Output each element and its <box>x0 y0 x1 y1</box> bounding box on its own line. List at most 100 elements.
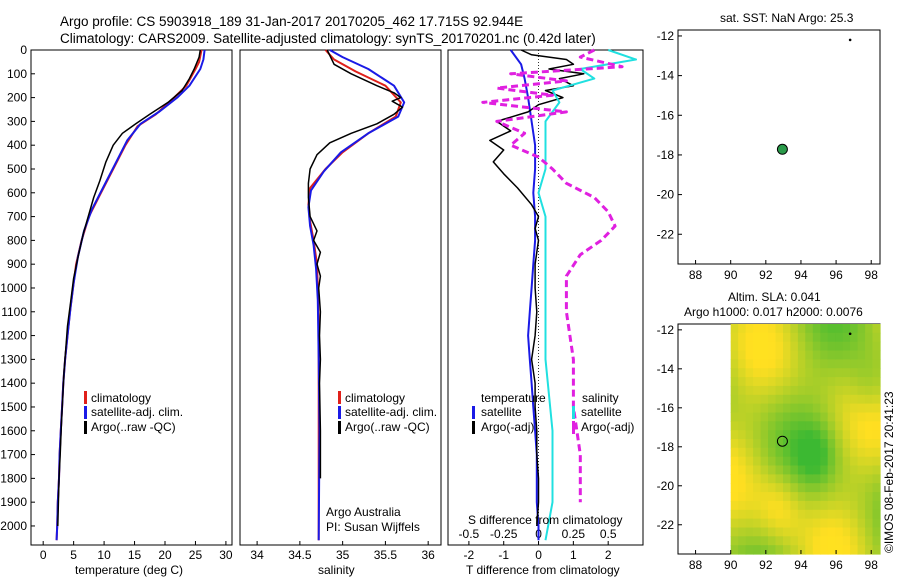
depth-tick-label: 900 <box>7 257 27 271</box>
map-y-tick-label: -16 <box>657 108 675 122</box>
sla-heat-cell <box>812 500 821 511</box>
sla-heat-cell <box>790 394 799 405</box>
map-y-tick-label: -18 <box>657 148 675 162</box>
temperature-tick-label: 10 <box>97 548 111 562</box>
sla-heat-cell <box>805 350 814 360</box>
sla-heat-cell <box>775 324 784 334</box>
sla-heat-cell <box>775 474 784 484</box>
sla-heat-cell <box>797 474 806 484</box>
temperature-tick-label: 5 <box>70 548 77 562</box>
sla-heat-cell <box>827 439 836 449</box>
difference-series-s-satellite <box>537 49 637 541</box>
temperature-series-argo-raw-qc- <box>57 49 202 527</box>
map-corner-dot <box>848 332 852 336</box>
sla-heat-cell <box>865 332 874 343</box>
map-y-tick-label: -22 <box>657 518 675 532</box>
sla-heat-cell <box>797 500 806 511</box>
sla-heat-cell <box>783 403 792 413</box>
sla-heat-cell <box>783 421 792 431</box>
sla-heat-cell <box>730 545 739 555</box>
sla-heat-cell <box>768 385 777 396</box>
temperature-tick-label: 30 <box>219 548 233 562</box>
sla-heat-cell <box>768 332 777 343</box>
sla-heatmap <box>730 324 881 555</box>
sla-heat-cell <box>805 412 814 422</box>
depth-tick-label: 1900 <box>0 495 27 509</box>
sla-heat-cell <box>753 332 762 343</box>
sla-heat-cell <box>842 394 851 405</box>
depth-tick-label: 1600 <box>0 424 27 438</box>
sla-heat-cell <box>872 412 881 422</box>
sla-heat-cell <box>850 412 859 422</box>
sla-heat-cell <box>872 447 881 458</box>
sla-heat-cell <box>790 492 799 502</box>
sla-heat-cell <box>820 403 829 413</box>
sla-heat-cell <box>857 412 866 422</box>
sla-heat-cell <box>738 518 747 528</box>
salinity-xlabel: salinity <box>318 563 355 577</box>
sla-heat-cell <box>790 324 799 334</box>
sla-heat-cell <box>775 403 784 413</box>
map-x-tick-label: 96 <box>829 268 843 282</box>
sla-heat-cell <box>730 368 739 378</box>
sla-heat-cell <box>812 377 821 387</box>
sla-heat-cell <box>857 350 866 360</box>
sla-heat-cell <box>775 412 784 422</box>
sla-heat-cell <box>812 474 821 484</box>
sla-heat-cell <box>775 500 784 511</box>
sla-heat-cell <box>775 385 784 396</box>
sla-heat-cell <box>775 332 784 343</box>
sla-heat-cell <box>790 350 799 360</box>
sla-heat-cell <box>775 394 784 405</box>
tick-layer: 0100200300400500600700800900100011001200… <box>0 29 878 572</box>
sla-heat-cell <box>872 368 881 378</box>
sla-heat-cell <box>768 377 777 387</box>
sla-heat-cell <box>872 509 881 520</box>
sla-heat-cell <box>827 456 836 467</box>
sla-heat-cell <box>768 324 777 334</box>
sla-heat-cell <box>865 447 874 458</box>
sla-heat-cell <box>745 465 754 475</box>
sla-heat-cell <box>857 421 866 431</box>
sla-heat-cell <box>872 536 881 546</box>
sla-heat-cell <box>805 430 814 440</box>
legend-label-t-argo: Argo(-adj) <box>481 420 534 434</box>
sla-heat-cell <box>805 545 814 555</box>
sla-heat-cell <box>827 403 836 413</box>
legend-title-salinity: salinity <box>582 391 619 405</box>
s-diff-tick-label: -0.5 <box>459 527 480 541</box>
sla-argo-location-marker <box>776 435 788 447</box>
salinity-tick-label: 35.5 <box>374 548 398 562</box>
sla-heat-cell <box>760 359 769 369</box>
sla-heat-cell <box>768 341 777 352</box>
sla-heat-cell <box>738 465 747 475</box>
sla-heat-cell <box>812 545 821 555</box>
sla-heat-cell <box>753 412 762 422</box>
s-diff-tick-label: 0.25 <box>562 527 586 541</box>
sla-heat-cell <box>745 368 754 378</box>
sla-heat-cell <box>790 527 799 537</box>
sla-heat-cell <box>753 439 762 449</box>
sla-heat-cell <box>827 368 836 378</box>
sla-heat-cell <box>835 324 844 334</box>
sla-heat-cell <box>805 394 814 405</box>
sla-heat-cell <box>745 447 754 458</box>
legend-swatch-satellite <box>338 406 341 419</box>
sla-heat-cell <box>768 465 777 475</box>
salinity-series-satellite-adj-clim- <box>307 49 406 541</box>
sla-heat-cell <box>753 518 762 528</box>
sla-heat-cell <box>738 368 747 378</box>
sla-heat-cell <box>812 341 821 352</box>
sla-heat-cell <box>775 536 784 546</box>
legend-label-climatology: climatology <box>91 391 151 405</box>
sla-heat-cell <box>768 500 777 511</box>
sla-heat-cell <box>783 492 792 502</box>
sla-heat-cell <box>865 456 874 467</box>
sla-heat-cell <box>790 377 799 387</box>
sla-heat-cell <box>820 368 829 378</box>
sla-heat-cell <box>812 324 821 334</box>
sla-heat-cell <box>850 492 859 502</box>
sla-heat-cell <box>753 536 762 546</box>
sla-heat-cell <box>760 474 769 484</box>
sla-heat-cell <box>745 403 754 413</box>
